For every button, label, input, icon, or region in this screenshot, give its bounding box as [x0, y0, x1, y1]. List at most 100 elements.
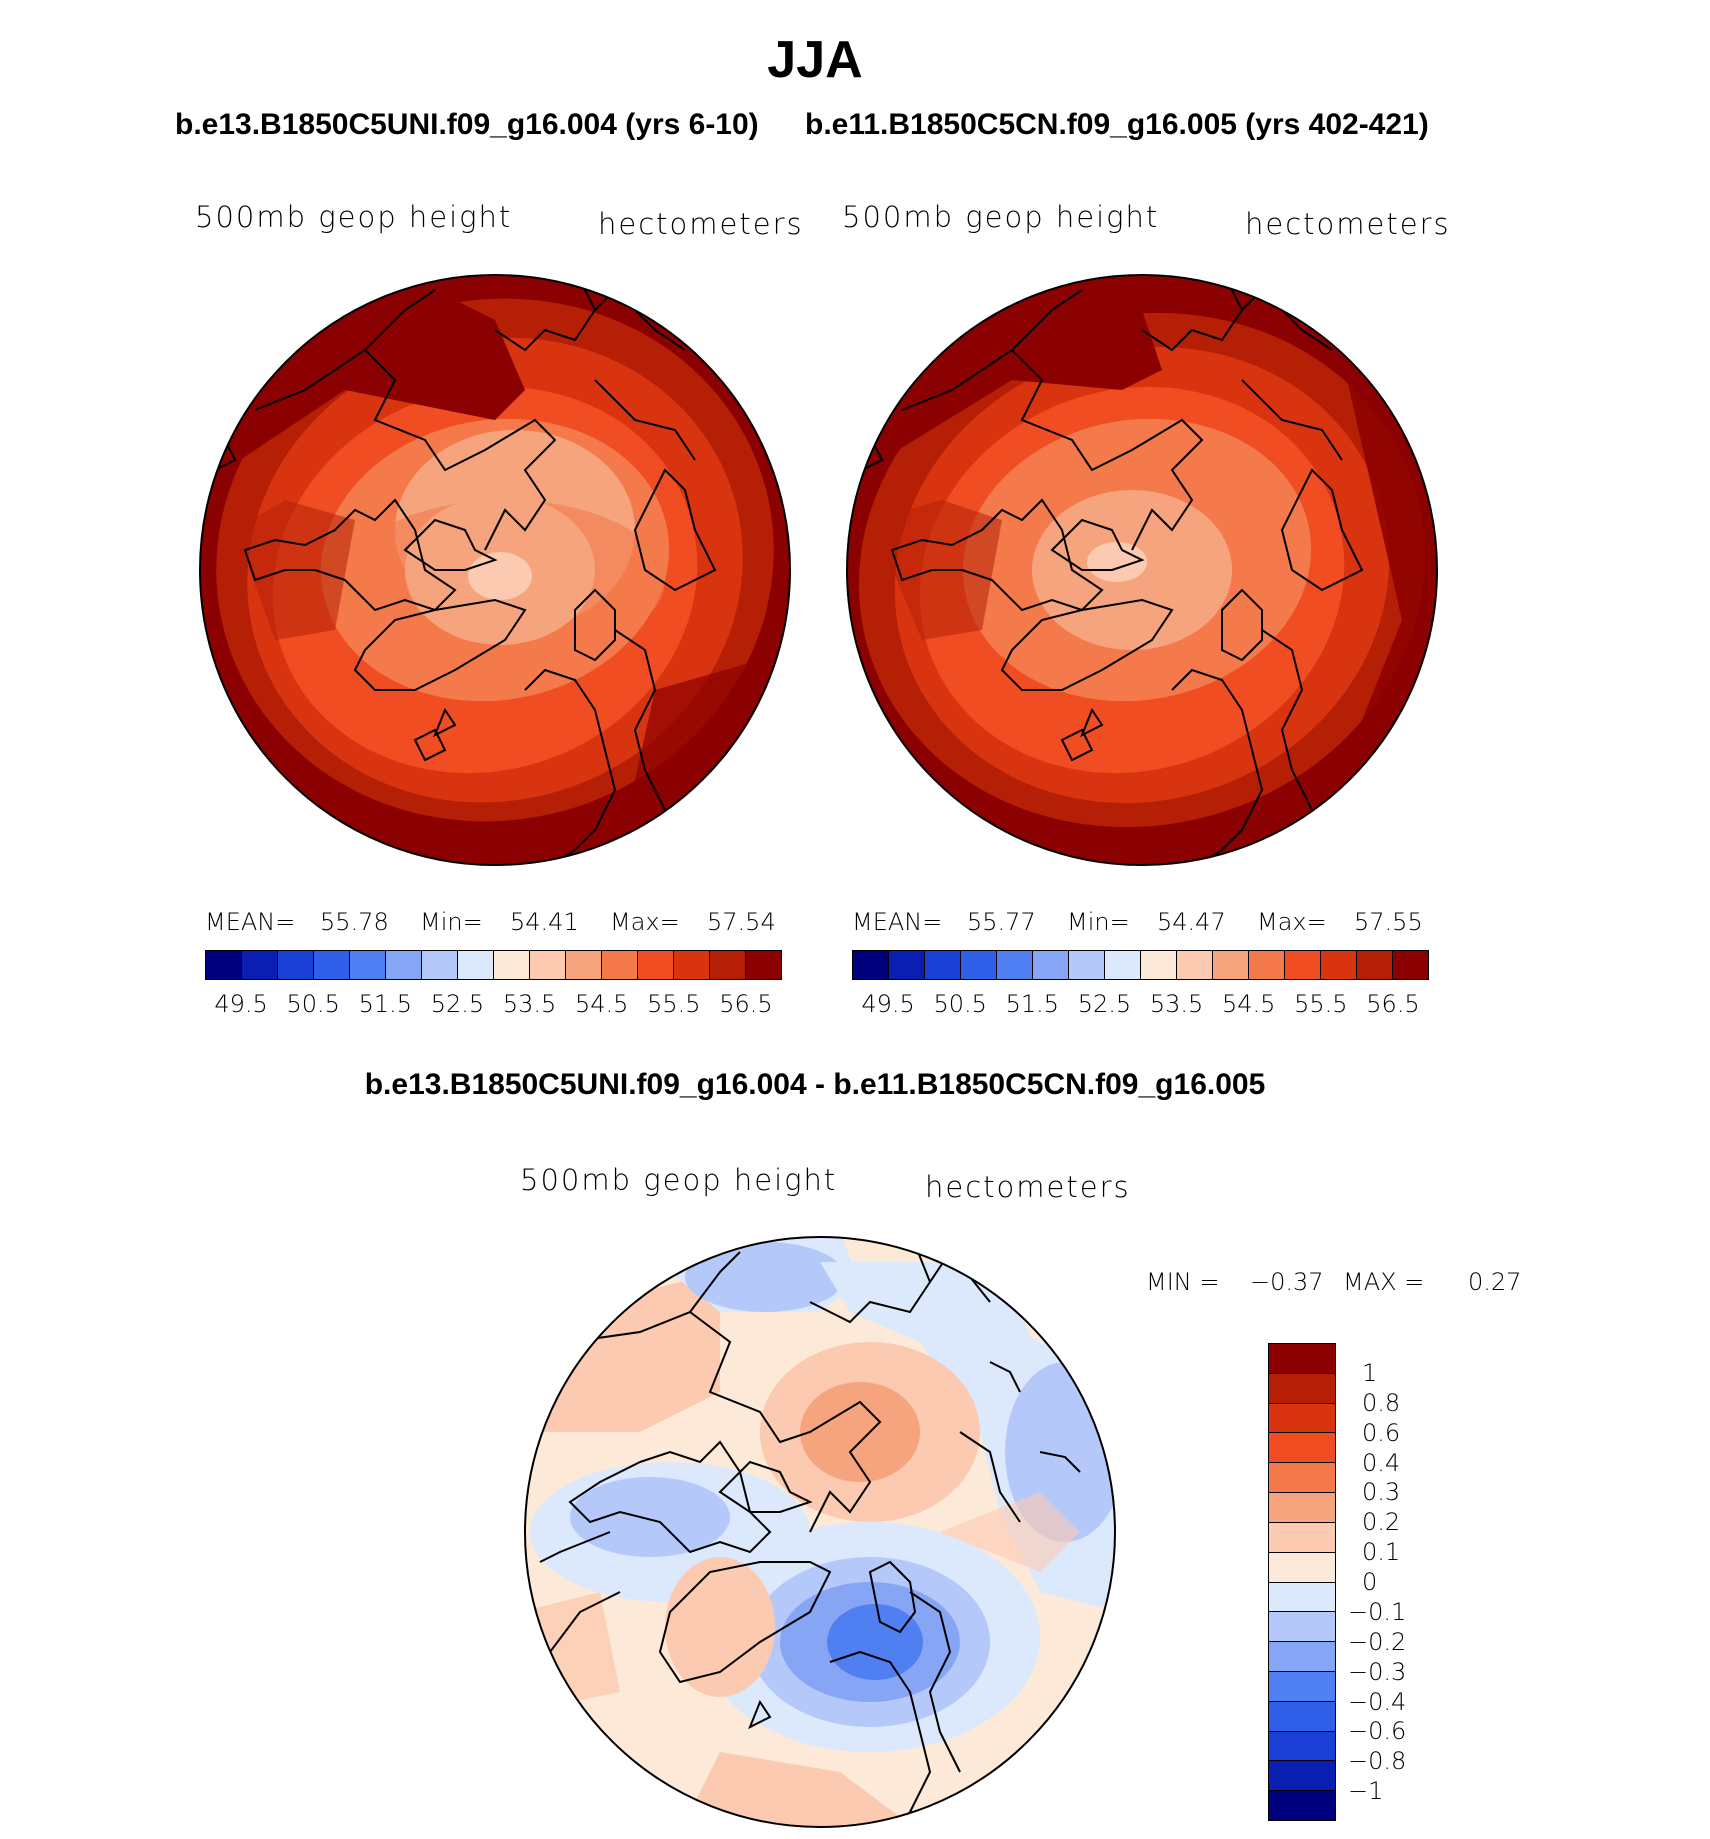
difference-colorbar: [1268, 1343, 1336, 1821]
colorbar-swatch: [1269, 1522, 1335, 1553]
colorbar-swatch: [1321, 951, 1357, 979]
panel1-colorbar-ticks: 49.5 50.5 51.5 52.5 53.5 54.5 55.5 56.5: [205, 990, 782, 1020]
panel1-case-title: b.e13.B1850C5UNI.f09_g16.004 (yrs 6-10): [175, 108, 759, 141]
panel2-max-value: 57.55: [1354, 908, 1423, 936]
panel1-min-label: Min=: [420, 908, 483, 936]
colorbar-tick-label: 51.5: [1005, 990, 1060, 1018]
panel2-units-label: hectometers: [1245, 207, 1451, 241]
colorbar-swatch: [997, 951, 1033, 979]
colorbar-swatch: [925, 951, 961, 979]
panel1-min-value: 54.41: [510, 908, 579, 936]
colorbar-swatch: [1269, 1612, 1335, 1643]
colorbar-swatch: [278, 951, 314, 979]
colorbar-tick-label: 55.5: [647, 990, 701, 1018]
diff-units-label: hectometers: [925, 1170, 1131, 1204]
colorbar-swatch: [1249, 951, 1285, 979]
diff-max-label: MAX =: [1343, 1268, 1425, 1296]
colorbar-swatch: [1269, 1731, 1335, 1762]
colorbar-swatch: [1269, 1642, 1335, 1672]
panel2-mean-label: MEAN=: [852, 908, 943, 936]
colorbar-swatch: [1213, 951, 1249, 979]
colorbar-tick-label: −0.6: [1348, 1717, 1407, 1746]
panel1-colorbar: [205, 950, 782, 980]
panel2-mean-value: 55.77: [967, 908, 1036, 936]
colorbar-swatch: [1269, 1761, 1335, 1792]
colorbar-swatch: [638, 951, 674, 979]
colorbar-swatch: [530, 951, 566, 979]
colorbar-tick-label: −0.3: [1348, 1657, 1407, 1686]
colorbar-swatch: [206, 951, 242, 979]
page-title: JJA: [767, 31, 863, 89]
diff-min-value: −0.37: [1250, 1268, 1324, 1296]
colorbar-swatch: [1357, 951, 1393, 979]
colorbar-tick-label: 53.5: [1149, 990, 1204, 1018]
colorbar-swatch: [1069, 951, 1105, 979]
panel2-colorbar: [852, 950, 1429, 980]
colorbar-tick-label: −1: [1348, 1777, 1384, 1806]
panel1-units-label: hectometers: [598, 207, 804, 241]
colorbar-swatch: [602, 951, 638, 979]
colorbar-tick-label: 54.5: [1221, 990, 1276, 1018]
panel2-variable-label: 500mb geop height: [842, 200, 1160, 234]
colorbar-swatch: [674, 951, 710, 979]
colorbar-tick-label: 0.6: [1362, 1418, 1401, 1447]
colorbar-tick-label: −0.4: [1348, 1687, 1407, 1716]
panel2-case-title: b.e11.B1850C5CN.f09_g16.005 (yrs 402-421…: [805, 108, 1429, 141]
diff-variable-label: 500mb geop height: [520, 1163, 838, 1197]
colorbar-tick-label: 56.5: [1366, 990, 1420, 1018]
colorbar-swatch: [1269, 1463, 1335, 1494]
colorbar-swatch: [1269, 1671, 1335, 1702]
difference-polar-map: [524, 1236, 1116, 1828]
colorbar-tick-label: 0.1: [1362, 1538, 1401, 1567]
colorbar-tick-label: 0.4: [1362, 1448, 1401, 1477]
difference-title: b.e13.B1850C5UNI.f09_g16.004 - b.e11.B18…: [364, 1068, 1266, 1101]
colorbar-tick-label: 49.5: [861, 990, 915, 1018]
colorbar-tick-label: 54.5: [574, 990, 629, 1018]
colorbar-tick-label: 50.5: [286, 990, 340, 1018]
colorbar-tick-label: 1: [1362, 1358, 1378, 1387]
colorbar-swatch: [314, 951, 350, 979]
colorbar-swatch: [710, 951, 746, 979]
colorbar-swatch: [1177, 951, 1213, 979]
colorbar-tick-label: 49.5: [214, 990, 268, 1018]
panel1-variable-label: 500mb geop height: [195, 200, 513, 234]
colorbar-tick-label: 0.3: [1362, 1478, 1401, 1507]
colorbar-tick-label: −0.2: [1348, 1627, 1407, 1656]
colorbar-swatch: [1105, 951, 1141, 979]
colorbar-tick-label: 53.5: [502, 990, 557, 1018]
colorbar-swatch: [350, 951, 386, 979]
colorbar-swatch: [1141, 951, 1177, 979]
diff-min-label: MIN =: [1146, 1268, 1220, 1296]
colorbar-swatch: [386, 951, 422, 979]
panel2-max-label: Max=: [1257, 908, 1327, 936]
colorbar-tick-label: 51.5: [358, 990, 413, 1018]
colorbar-tick-label: −0.8: [1348, 1747, 1407, 1776]
colorbar-swatch: [1033, 951, 1069, 979]
colorbar-swatch: [1269, 1701, 1335, 1732]
colorbar-tick-label: 52.5: [1077, 990, 1132, 1018]
panel1-polar-map: [199, 274, 791, 866]
colorbar-swatch: [961, 951, 997, 979]
colorbar-swatch: [853, 951, 889, 979]
colorbar-tick-label: 0.2: [1362, 1508, 1401, 1537]
colorbar-tick-label: 52.5: [430, 990, 485, 1018]
colorbar-swatch: [1269, 1433, 1335, 1464]
colorbar-tick-label: 55.5: [1294, 990, 1348, 1018]
colorbar-swatch: [242, 951, 278, 979]
colorbar-swatch: [1269, 1373, 1335, 1404]
colorbar-swatch: [1269, 1552, 1335, 1583]
colorbar-swatch: [1269, 1791, 1335, 1820]
colorbar-tick-label: 0: [1362, 1568, 1378, 1596]
colorbar-swatch: [494, 951, 530, 979]
colorbar-swatch: [1285, 951, 1321, 979]
colorbar-swatch: [1269, 1582, 1335, 1613]
panel2-colorbar-ticks: 49.5 50.5 51.5 52.5 53.5 54.5 55.5 56.5: [852, 990, 1429, 1020]
panel2-min-value: 54.47: [1157, 908, 1226, 936]
colorbar-swatch: [422, 951, 458, 979]
colorbar-tick-label: 0.8: [1362, 1388, 1401, 1417]
colorbar-swatch: [1269, 1344, 1335, 1374]
diff-max-value: 0.27: [1468, 1268, 1522, 1296]
colorbar-tick-label: −0.1: [1348, 1597, 1407, 1626]
colorbar-swatch: [458, 951, 494, 979]
colorbar-swatch: [889, 951, 925, 979]
